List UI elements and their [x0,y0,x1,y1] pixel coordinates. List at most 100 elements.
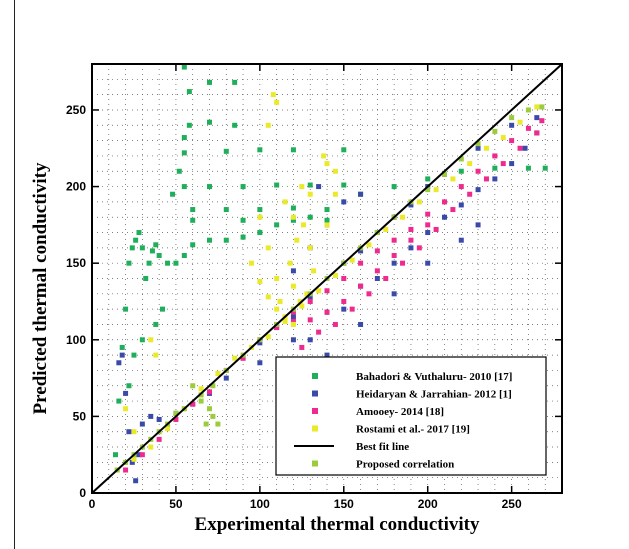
point-bahadori-vuthaluru-2010-17 [123,306,129,312]
point-amooey-2014-18 [341,276,347,281]
legend-swatch [312,373,318,379]
point-proposed-correlation [539,104,545,110]
point-amooey-2014-18 [299,344,305,350]
point-heidaryan-jarrahian-2012-1 [148,413,154,419]
legend-swatch [312,425,318,432]
point-proposed-correlation [215,421,221,427]
point-rostami-et-al-2017-19 [274,306,280,312]
point-rostami-et-al-2017-19 [265,294,271,300]
point-rostami-et-al-2017-19 [297,298,303,304]
point-bahadori-vuthaluru-2010-17 [207,237,212,243]
point-rostami-et-al-2017-19 [332,191,338,197]
point-heidaryan-jarrahian-2012-1 [458,237,464,243]
point-heidaryan-jarrahian-2012-1 [358,191,364,197]
point-bahadori-vuthaluru-2010-17 [492,165,498,171]
point-bahadori-vuthaluru-2010-17 [181,64,187,70]
legend-label: Proposed correlation [356,459,454,471]
point-rostami-et-al-2017-19 [198,386,204,392]
point-rostami-et-al-2017-19 [282,199,288,205]
point-rostami-et-al-2017-19 [290,321,296,327]
point-heidaryan-jarrahian-2012-1 [408,245,414,251]
point-amooey-2014-18 [383,276,389,281]
x-axis-ticks: 0 50 100 150 200 250 [89,64,522,511]
point-rostami-et-al-2017-19 [383,226,389,232]
point-rostami-et-al-2017-19 [332,272,338,278]
point-amooey-2014-18 [290,318,296,324]
point-rostami-et-al-2017-19 [274,276,280,281]
point-proposed-correlation [492,128,498,134]
point-bahadori-vuthaluru-2010-17 [170,191,176,197]
point-rostami-et-al-2017-19 [400,214,406,220]
point-bahadori-vuthaluru-2010-17 [139,337,145,343]
point-amooey-2014-18 [400,260,406,266]
point-heidaryan-jarrahian-2012-1 [358,321,364,327]
point-bahadori-vuthaluru-2010-17 [173,260,179,266]
point-rostami-et-al-2017-19 [131,456,137,462]
point-proposed-correlation [525,107,531,113]
point-rostami-et-al-2017-19 [534,104,540,110]
y-tick-label: 0 [79,486,86,500]
point-bahadori-vuthaluru-2010-17 [190,217,196,223]
point-rostami-et-al-2017-19 [265,334,271,340]
left-rule [14,0,15,549]
point-bahadori-vuthaluru-2010-17 [119,344,125,350]
point-amooey-2014-18 [525,125,531,131]
point-proposed-correlation [210,413,216,419]
point-bahadori-vuthaluru-2010-17 [190,242,196,248]
point-heidaryan-jarrahian-2012-1 [391,291,397,297]
point-heidaryan-jarrahian-2012-1 [290,337,296,343]
point-bahadori-vuthaluru-2010-17 [240,217,246,223]
point-proposed-correlation [210,383,216,389]
point-heidaryan-jarrahian-2012-1 [324,352,330,358]
point-rostami-et-al-2017-19 [467,161,473,167]
point-amooey-2014-18 [433,226,439,232]
point-heidaryan-jarrahian-2012-1 [522,145,528,151]
point-bahadori-vuthaluru-2010-17 [126,260,132,266]
point-rostami-et-al-2017-19 [321,153,327,159]
point-amooey-2014-18 [475,168,481,174]
point-rostami-et-al-2017-19 [282,318,288,324]
point-bahadori-vuthaluru-2010-17 [324,217,330,223]
point-bahadori-vuthaluru-2010-17 [131,352,137,358]
point-bahadori-vuthaluru-2010-17 [146,260,152,266]
point-bahadori-vuthaluru-2010-17 [341,147,347,153]
y-tick-label: 250 [66,103,86,117]
point-amooey-2014-18 [358,283,364,289]
point-heidaryan-jarrahian-2012-1 [136,452,142,458]
point-rostami-et-al-2017-19 [148,337,154,343]
data-points [91,63,563,494]
point-proposed-correlation [442,171,447,177]
point-amooey-2014-18 [290,309,296,315]
x-tick-label: 200 [418,497,438,511]
point-amooey-2014-18 [416,245,422,251]
point-bahadori-vuthaluru-2010-17 [240,234,246,240]
point-heidaryan-jarrahian-2012-1 [116,360,122,366]
point-heidaryan-jarrahian-2012-1 [442,214,447,220]
point-amooey-2014-18 [517,145,523,151]
point-heidaryan-jarrahian-2012-1 [307,294,313,300]
point-bahadori-vuthaluru-2010-17 [181,150,187,156]
point-heidaryan-jarrahian-2012-1 [341,199,347,205]
point-heidaryan-jarrahian-2012-1 [475,187,481,193]
point-bahadori-vuthaluru-2010-17 [153,321,159,327]
point-rostami-et-al-2017-19 [324,161,330,167]
point-rostami-et-al-2017-19 [483,145,489,151]
point-heidaryan-jarrahian-2012-1 [492,176,498,182]
point-bahadori-vuthaluru-2010-17 [113,452,118,458]
point-bahadori-vuthaluru-2010-17 [143,276,149,281]
point-rostami-et-al-2017-19 [123,406,129,412]
x-tick-label: 150 [334,497,354,511]
y-tick-label: 150 [66,256,86,270]
point-heidaryan-jarrahian-2012-1 [458,202,464,208]
point-bahadori-vuthaluru-2010-17 [160,306,165,312]
point-proposed-correlation [475,141,481,147]
y-tick-label: 100 [66,333,86,347]
point-rostami-et-al-2017-19 [290,283,296,289]
point-rostami-et-al-2017-19 [215,370,221,376]
point-heidaryan-jarrahian-2012-1 [475,145,481,151]
point-bahadori-vuthaluru-2010-17 [240,184,246,190]
point-proposed-correlation [190,383,196,389]
plot-frame [91,63,563,494]
point-amooey-2014-18 [391,237,397,243]
point-amooey-2014-18 [173,416,179,422]
